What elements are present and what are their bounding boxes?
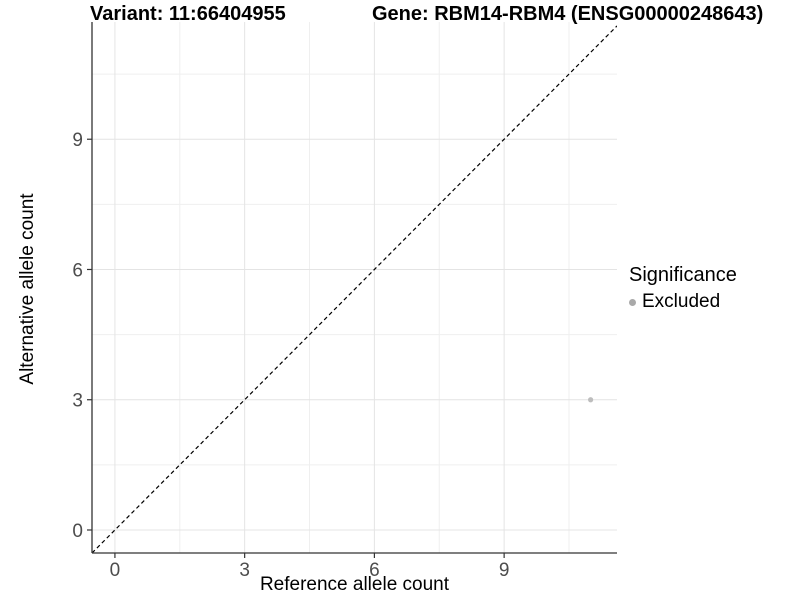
data-point	[588, 397, 594, 403]
y-tick-label: 0	[72, 521, 83, 542]
x-axis-title: Reference allele count	[259, 574, 450, 595]
y-tick-label: 6	[72, 260, 83, 281]
y-tick-label: 9	[72, 130, 83, 151]
plot-title-gene: Gene: RBM14-RBM4 (ENSG00000248643)	[372, 3, 764, 25]
legend-item-excluded: Excluded	[629, 291, 737, 313]
y-tick-label: 3	[72, 391, 83, 412]
legend-item-label: Excluded	[642, 291, 721, 312]
x-tick-label: 0	[110, 560, 121, 581]
legend-title: Significance	[629, 264, 737, 286]
legend: Significance Excluded	[629, 264, 737, 313]
plot-title-variant: Variant: 11:66404955	[90, 3, 286, 25]
x-tick-label: 3	[239, 560, 250, 581]
y-axis-title: Alternative allele count	[17, 193, 38, 385]
excluded-point-icon	[629, 298, 636, 306]
x-tick-label: 9	[499, 560, 510, 581]
x-tick-label: 6	[369, 560, 380, 581]
identity-line	[92, 25, 617, 553]
